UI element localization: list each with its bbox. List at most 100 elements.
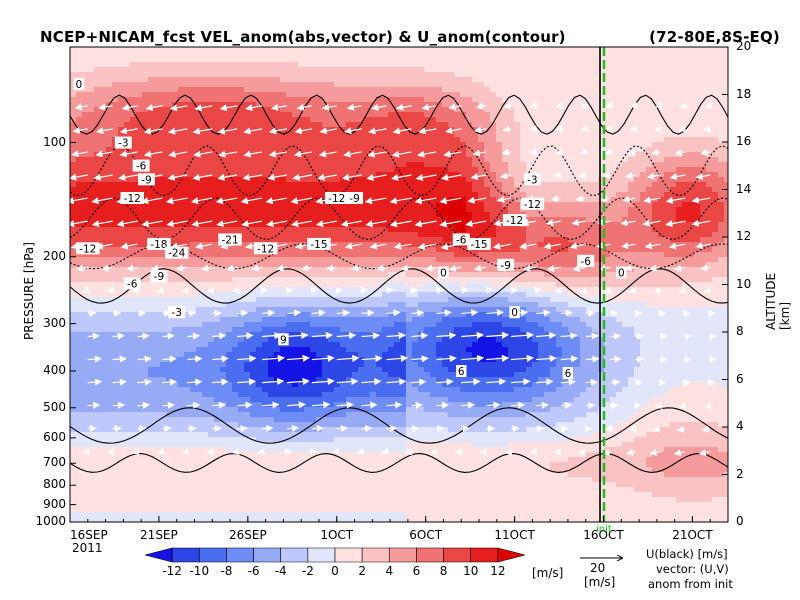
field-cell <box>154 232 161 238</box>
field-cell <box>286 137 293 143</box>
field-cell <box>370 302 377 308</box>
field-cell <box>262 272 269 278</box>
field-cell <box>94 347 101 353</box>
field-cell <box>70 117 77 123</box>
field-cell <box>286 417 293 423</box>
field-cell <box>328 257 335 263</box>
field-cell <box>82 172 89 178</box>
field-cell <box>280 507 287 513</box>
field-cell <box>376 117 383 123</box>
field-cell <box>262 112 269 118</box>
field-cell <box>340 512 347 518</box>
field-cell <box>370 67 377 73</box>
field-cell <box>106 77 113 83</box>
field-cell <box>154 152 161 158</box>
field-cell <box>286 117 293 123</box>
field-cell <box>382 57 389 63</box>
field-cell <box>172 322 179 328</box>
field-cell <box>118 422 125 428</box>
field-cell <box>322 327 329 333</box>
field-cell <box>376 77 383 83</box>
field-cell <box>76 322 83 328</box>
field-cell <box>316 112 323 118</box>
field-cell <box>106 287 113 293</box>
field-cell <box>256 367 263 373</box>
field-cell <box>376 347 383 353</box>
field-cell <box>196 112 203 118</box>
field-cell <box>226 432 233 438</box>
field-cell <box>382 232 389 238</box>
field-cell <box>304 402 311 408</box>
field-cell <box>346 512 353 518</box>
field-cell <box>124 502 131 508</box>
field-cell <box>286 192 293 198</box>
field-cell <box>268 162 275 168</box>
field-cell <box>76 167 83 173</box>
field-cell <box>244 92 251 98</box>
field-cell <box>220 207 227 213</box>
field-cell <box>256 457 263 463</box>
field-cell <box>286 487 293 493</box>
field-cell <box>262 302 269 308</box>
field-cell <box>346 387 353 393</box>
field-cell <box>160 297 167 303</box>
field-cell <box>154 402 161 408</box>
field-cell <box>88 87 95 93</box>
field-cell <box>142 292 149 298</box>
field-cell <box>82 507 89 513</box>
field-cell <box>268 217 275 223</box>
field-cell <box>298 362 305 368</box>
field-cell <box>376 67 383 73</box>
field-cell <box>82 482 89 488</box>
field-cell <box>238 472 245 478</box>
field-cell <box>184 407 191 413</box>
field-cell <box>364 232 371 238</box>
field-cell <box>340 217 347 223</box>
field-cell <box>334 147 341 153</box>
field-cell <box>322 437 329 443</box>
field-cell <box>250 122 257 128</box>
field-cell <box>172 437 179 443</box>
field-cell <box>106 122 113 128</box>
field-cell <box>358 322 365 328</box>
field-cell <box>352 147 359 153</box>
field-cell <box>100 57 107 63</box>
field-cell <box>136 217 143 223</box>
field-cell <box>136 402 143 408</box>
field-cell <box>214 212 221 218</box>
field-cell <box>280 502 287 508</box>
field-cell <box>76 332 83 338</box>
field-cell <box>340 302 347 308</box>
field-cell <box>124 292 131 298</box>
field-cell <box>292 382 299 388</box>
field-cell <box>190 277 197 283</box>
field-cell <box>166 357 173 363</box>
field-cell <box>106 52 113 58</box>
field-cell <box>286 67 293 73</box>
field-cell <box>334 382 341 388</box>
field-cell <box>142 517 149 522</box>
field-cell <box>208 472 215 478</box>
field-cell <box>208 92 215 98</box>
field-cell <box>268 122 275 128</box>
field-cell <box>202 492 209 498</box>
field-cell <box>250 267 257 273</box>
field-cell <box>256 257 263 263</box>
field-cell <box>364 472 371 478</box>
field-cell <box>322 352 329 358</box>
field-cell <box>346 92 353 98</box>
field-cell <box>244 352 251 358</box>
field-cell <box>136 237 143 243</box>
field-cell <box>160 217 167 223</box>
field-cell <box>370 352 377 358</box>
field-cell <box>130 137 137 143</box>
field-cell <box>208 492 215 498</box>
field-cell <box>94 217 101 223</box>
field-cell <box>298 52 305 58</box>
field-cell <box>106 207 113 213</box>
field-cell <box>310 442 317 448</box>
field-cell <box>328 107 335 113</box>
field-cell <box>304 437 311 443</box>
field-cell <box>370 142 377 148</box>
